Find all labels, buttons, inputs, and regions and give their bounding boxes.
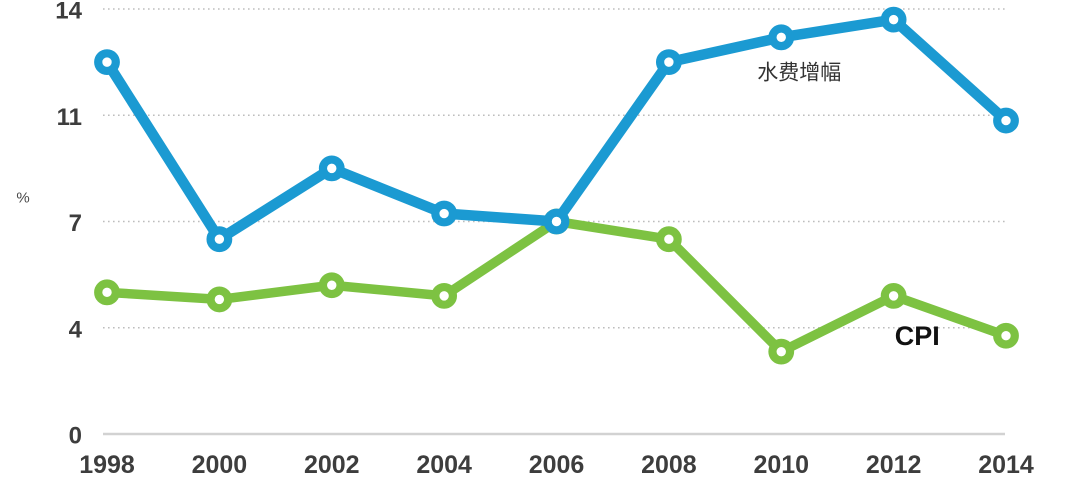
water-fee-marker	[431, 200, 458, 227]
water-fee-marker	[206, 226, 233, 253]
water-fee-marker	[543, 208, 570, 235]
cpi-line	[102, 216, 1011, 357]
water-fee-marker	[655, 49, 682, 76]
cpi-marker	[880, 282, 907, 309]
y-tick-label: 4	[69, 316, 83, 343]
cpi-series-label: CPI	[895, 321, 940, 351]
x-tick-label: 2004	[416, 451, 472, 479]
water-fee-marker	[318, 155, 345, 182]
water-fee-marker	[880, 6, 907, 33]
water-fee-line	[101, 14, 1012, 245]
x-tick-label: 2014	[978, 451, 1034, 479]
cpi-marker	[431, 282, 458, 309]
cpi-marker	[206, 286, 233, 313]
y-tick-label: 7	[69, 210, 82, 237]
water-fee-marker	[768, 24, 795, 51]
water-fee-series-label: 水费增幅	[757, 61, 841, 84]
water-fee-marker	[94, 49, 120, 76]
cpi-marker	[993, 322, 1019, 349]
x-tick-label: 2008	[641, 451, 697, 479]
x-tick-label: 2002	[304, 451, 360, 479]
y-tick-label: 14	[55, 0, 82, 25]
x-tick-label: 2010	[753, 451, 809, 479]
cpi-marker	[94, 279, 120, 306]
y-tick-label: 11	[57, 104, 82, 131]
cpi-marker	[655, 226, 682, 253]
y-tick-label: 0	[69, 423, 82, 450]
x-tick-label: 1998	[79, 451, 135, 479]
y-axis-unit-label: %	[16, 190, 29, 207]
x-tick-label: 2006	[529, 451, 585, 479]
x-tick-label: 2012	[866, 451, 922, 479]
water-fee-marker	[993, 107, 1019, 134]
cpi-marker	[318, 272, 345, 299]
cpi-marker	[768, 338, 795, 365]
x-tick-label: 2000	[192, 451, 248, 479]
